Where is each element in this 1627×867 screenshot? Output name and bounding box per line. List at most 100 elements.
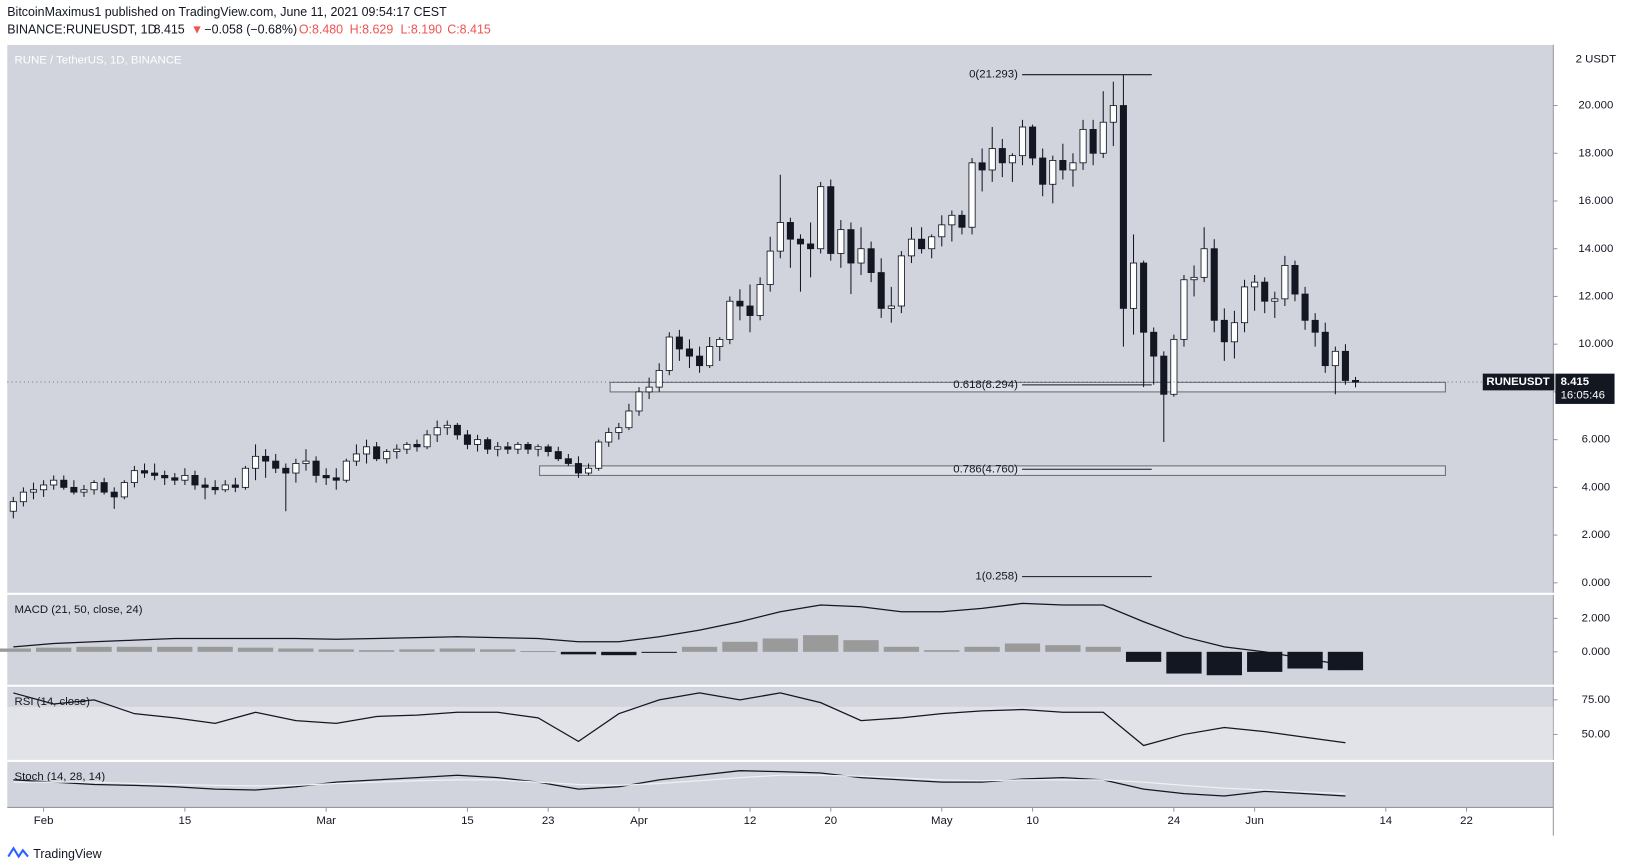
histogram-bar — [601, 651, 637, 656]
candle-body — [322, 475, 330, 479]
indicator-line — [13, 774, 1346, 795]
candle-body — [1119, 105, 1127, 309]
histogram-bar — [0, 648, 31, 652]
y-tick-label: 50.00 — [1582, 728, 1611, 740]
candle-body — [161, 475, 169, 479]
histogram-bar — [197, 646, 233, 652]
histogram-bar — [439, 648, 475, 652]
candle-body — [453, 424, 461, 436]
candle-body — [867, 248, 875, 274]
candle-body — [70, 486, 78, 493]
candle-body — [1200, 248, 1208, 278]
candle-body — [746, 305, 754, 316]
open: O:8.480 — [299, 23, 343, 37]
histogram-bar — [883, 646, 920, 652]
candle-body — [1150, 331, 1158, 357]
candle-body — [938, 224, 946, 238]
candle-body — [716, 338, 724, 347]
candle-body — [50, 479, 58, 486]
candle-body — [756, 284, 764, 316]
candle-body — [413, 443, 421, 448]
candle-body — [9, 501, 17, 512]
candle-body — [544, 446, 552, 452]
x-tick-label: 24 — [1168, 815, 1181, 827]
candle-body — [635, 391, 643, 412]
candle-body — [918, 238, 926, 250]
candle-body — [80, 489, 88, 493]
y-tick-label: 75.00 — [1582, 694, 1611, 706]
histogram-bar — [76, 646, 112, 652]
pane-title: MACD (21, 50, close, 24) — [15, 604, 143, 616]
candle-body — [1291, 265, 1299, 295]
candle-body — [655, 370, 663, 388]
candle-body — [393, 448, 401, 452]
histogram-bar — [318, 649, 354, 652]
candle-body — [625, 410, 633, 429]
candle-body — [948, 214, 956, 226]
candle-body — [100, 482, 108, 493]
histogram-bar — [762, 638, 798, 652]
candle-body — [1079, 128, 1087, 164]
pane-title: RUNE / TetherUS, 1D, BINANCE — [15, 55, 182, 67]
candle-body — [363, 446, 371, 455]
candle-body — [1210, 248, 1218, 321]
y-tick-label: 10.000 — [1578, 338, 1613, 350]
histogram-bar — [399, 649, 435, 652]
histogram-bar — [116, 646, 153, 652]
histogram-bar — [1287, 651, 1323, 669]
candle-body — [302, 460, 310, 464]
candle-body — [282, 467, 290, 474]
x-tick-label: 12 — [744, 815, 757, 827]
candle-body — [1220, 319, 1228, 343]
candle-body — [1352, 380, 1360, 383]
histogram-bar — [964, 646, 1000, 652]
y-tick-label: 18.000 — [1578, 147, 1613, 159]
candle-body — [1230, 322, 1238, 343]
histogram-bar — [480, 649, 516, 652]
y-tick-label: 0.000 — [1582, 577, 1611, 589]
histogram-bar — [803, 635, 839, 652]
histogram-bar — [1247, 651, 1283, 672]
candle-body — [1341, 350, 1349, 381]
candle-body — [534, 446, 542, 450]
candle-body — [211, 486, 219, 491]
candle-body — [726, 300, 734, 340]
candle-body — [201, 484, 209, 488]
candle-body — [383, 451, 391, 460]
candle-body — [1170, 338, 1178, 395]
candle-body — [171, 477, 179, 481]
high: H:8.629 — [350, 23, 394, 37]
candle-body — [827, 186, 835, 254]
histogram-bar — [1327, 651, 1364, 671]
candle-body — [1129, 262, 1138, 309]
y-tick-label: 2.000 — [1582, 529, 1611, 541]
candle-body — [474, 439, 482, 445]
x-tick-label: 14 — [1379, 815, 1392, 827]
candle-body — [1160, 355, 1168, 395]
candle-body — [484, 439, 492, 450]
change: −0.058 (−0.68%) — [204, 23, 297, 37]
candle-body — [1008, 155, 1016, 164]
candle-body — [817, 186, 825, 250]
candle-body — [1099, 121, 1107, 154]
histogram-bar — [681, 646, 718, 652]
candle-body — [130, 470, 138, 484]
histogram-bar — [641, 651, 677, 653]
candle-body — [857, 248, 865, 264]
candle-body — [807, 243, 815, 250]
candle-body — [262, 455, 270, 462]
time-axis — [7, 807, 1554, 836]
candle-body — [1109, 105, 1117, 123]
candle-body — [272, 460, 280, 469]
publisher-line: BitcoinMaximus1 published on TradingView… — [7, 5, 447, 19]
candle-body — [776, 222, 784, 252]
candle-body — [706, 346, 714, 367]
candle-body — [19, 491, 27, 503]
candle-body — [685, 348, 693, 357]
candle-body — [1039, 157, 1047, 185]
macd-line — [13, 602, 1346, 666]
candle-body — [696, 355, 704, 367]
x-tick-label: May — [931, 815, 953, 827]
candle-body — [1311, 319, 1319, 333]
